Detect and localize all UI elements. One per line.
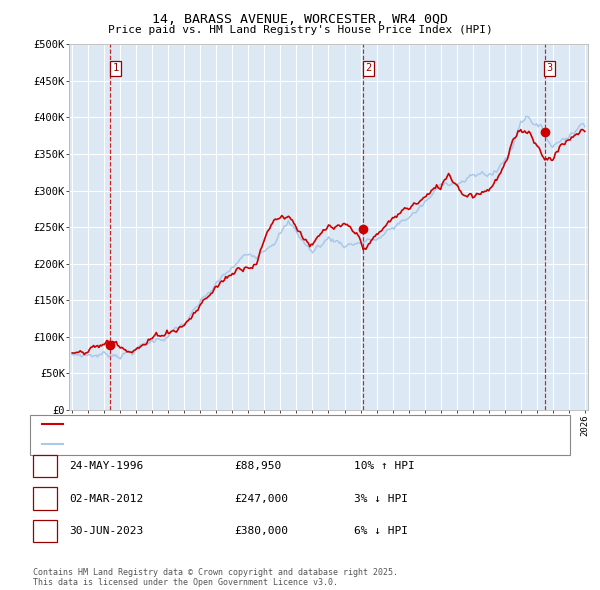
Text: Price paid vs. HM Land Registry's House Price Index (HPI): Price paid vs. HM Land Registry's House … — [107, 25, 493, 35]
Text: 3% ↓ HPI: 3% ↓ HPI — [354, 494, 408, 503]
Text: £247,000: £247,000 — [234, 494, 288, 503]
Text: 1: 1 — [41, 461, 49, 471]
Text: 1: 1 — [112, 63, 118, 73]
Text: 02-MAR-2012: 02-MAR-2012 — [69, 494, 143, 503]
Text: 6% ↓ HPI: 6% ↓ HPI — [354, 526, 408, 536]
Text: 3: 3 — [41, 526, 49, 536]
Text: 10% ↑ HPI: 10% ↑ HPI — [354, 461, 415, 471]
Text: 2: 2 — [41, 494, 49, 503]
Text: £88,950: £88,950 — [234, 461, 281, 471]
Text: Contains HM Land Registry data © Crown copyright and database right 2025.
This d: Contains HM Land Registry data © Crown c… — [33, 568, 398, 587]
Text: 14, BARASS AVENUE, WORCESTER, WR4 0QD (detached house): 14, BARASS AVENUE, WORCESTER, WR4 0QD (d… — [66, 419, 383, 428]
Text: £380,000: £380,000 — [234, 526, 288, 536]
Text: 14, BARASS AVENUE, WORCESTER, WR4 0QD: 14, BARASS AVENUE, WORCESTER, WR4 0QD — [152, 13, 448, 26]
Text: HPI: Average price, detached house, Worcester: HPI: Average price, detached house, Worc… — [66, 439, 331, 448]
Text: 24-MAY-1996: 24-MAY-1996 — [69, 461, 143, 471]
Text: 30-JUN-2023: 30-JUN-2023 — [69, 526, 143, 536]
Text: 3: 3 — [547, 63, 553, 73]
Text: 2: 2 — [365, 63, 371, 73]
